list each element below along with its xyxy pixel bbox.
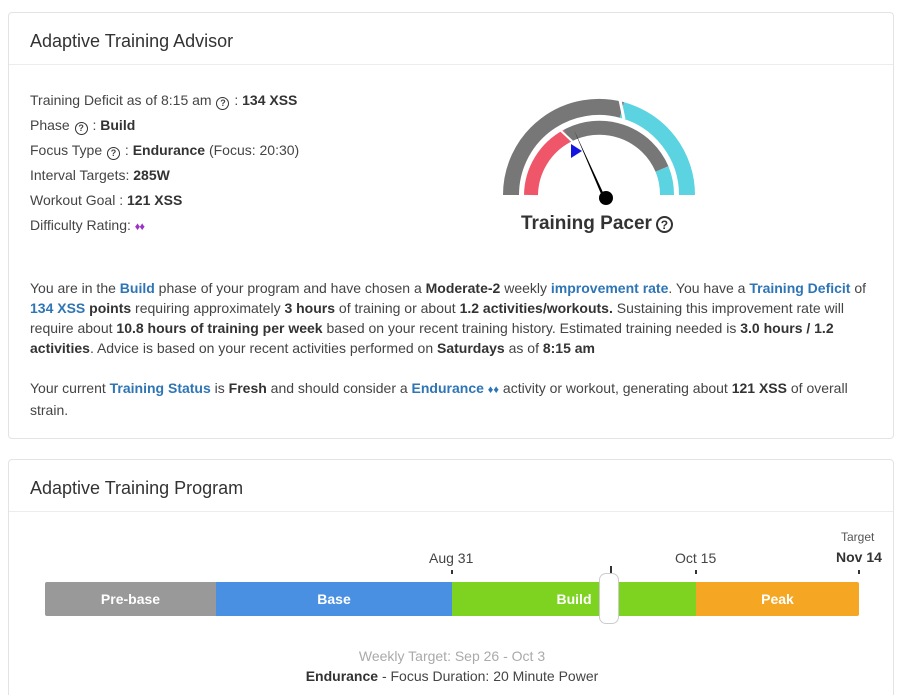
goal-label: Workout Goal : [30, 192, 124, 208]
pacer-title-text: Training Pacer [521, 213, 652, 234]
phase-timeline: Pre-base Base Build Peak [45, 582, 859, 616]
advice-paragraph: You are in the Build phase of your progr… [30, 280, 867, 356]
goal-value: 121 XSS [127, 192, 183, 208]
focus-detail: (Focus: 20:30) [208, 142, 300, 158]
pacer-title: Training Pacer? [521, 213, 674, 235]
gauge-needle-hub [599, 191, 613, 205]
help-icon[interactable]: ? [74, 122, 88, 135]
training-deficit-link[interactable]: Training Deficit [749, 280, 851, 296]
phase-link[interactable]: Build [119, 280, 155, 296]
goal-row: Workout Goal : 121 XSS [30, 188, 299, 213]
focus-row: Focus Type ? : Endurance (Focus: 20:30) [30, 142, 300, 160]
gauge-outer-cyan-arc [619, 102, 696, 196]
date-oct: Oct 15 [675, 550, 717, 566]
weekly-target: Weekly Target: Sep 26 - Oct 3 [358, 648, 546, 664]
gauge-outer-gray-arc [503, 98, 625, 196]
endurance-link[interactable]: Endurance [411, 380, 484, 396]
gauge-inner-cyan-arc [655, 166, 675, 196]
phase-value: Build [100, 117, 136, 133]
tick-oct [695, 570, 697, 574]
tick-target [858, 570, 860, 574]
interval-value: 285W [133, 167, 170, 183]
diamonds-icon: ♦♦ [487, 384, 500, 396]
phase-row: Phase ? : Build [30, 117, 136, 135]
timeline-handle[interactable] [599, 573, 619, 624]
training-pacer-gauge [503, 98, 696, 205]
advisor-stats: Training Deficit as of 8:15 am ? : 134 X… [30, 88, 299, 240]
program-card: Adaptive Training Program Target Nov 14 … [8, 459, 894, 695]
target-label: Target [841, 530, 875, 544]
status-value: Fresh [228, 380, 267, 396]
difficulty-row: Difficulty Rating: ♦♦ [30, 213, 299, 240]
phase-base[interactable]: Base [216, 582, 452, 616]
current-week-marker [610, 566, 612, 576]
deficit-label: Training Deficit as of 8:15 am [30, 92, 212, 108]
status-paragraph: Your current Training Status is Fresh an… [30, 380, 848, 418]
focus-type: Endurance [305, 668, 379, 684]
target-date: Nov 14 [836, 549, 882, 565]
gauge-inner-gray-arc [563, 120, 669, 172]
improvement-rate-link[interactable]: improvement rate [550, 280, 669, 296]
advisor-card: Adaptive Training Advisor Training Defic… [8, 12, 894, 439]
focus-label: Focus Type [30, 142, 103, 158]
program-title: Adaptive Training Program [9, 460, 893, 512]
focus-duration: - Focus Duration: 20 Minute Power [378, 668, 599, 684]
help-icon[interactable]: ? [216, 97, 230, 110]
training-status-link[interactable]: Training Status [109, 380, 211, 396]
gauge-target-marker [571, 144, 582, 158]
difficulty-label: Difficulty Rating: [30, 217, 131, 233]
phase-prebase[interactable]: Pre-base [45, 582, 216, 616]
help-icon[interactable]: ? [107, 147, 121, 160]
deficit-row: Training Deficit as of 8:15 am ? : 134 X… [30, 92, 298, 110]
deficit-points-link[interactable]: 134 XSS [30, 300, 86, 316]
gauge-inner-red-arc [524, 129, 571, 196]
help-icon[interactable]: ? [655, 216, 673, 233]
tick-aug [451, 570, 453, 574]
interval-label: Interval Targets: [30, 167, 130, 183]
deficit-value: 134 XSS [242, 92, 298, 108]
focus-value: Endurance [132, 142, 206, 158]
date-aug: Aug 31 [429, 550, 474, 566]
gauge-needle [574, 130, 607, 201]
interval-row: Interval Targets: 285W [30, 163, 299, 188]
focus-summary: Endurance - Focus Duration: 20 Minute Po… [9, 668, 895, 684]
rate-value: Moderate-2 [425, 280, 501, 296]
phase-peak[interactable]: Peak [696, 582, 859, 616]
phase-label: Phase [30, 117, 70, 133]
difficulty-diamonds-icon: ♦♦ [134, 221, 145, 233]
phase-build[interactable]: Build [452, 582, 696, 616]
advisor-title: Adaptive Training Advisor [9, 13, 893, 65]
